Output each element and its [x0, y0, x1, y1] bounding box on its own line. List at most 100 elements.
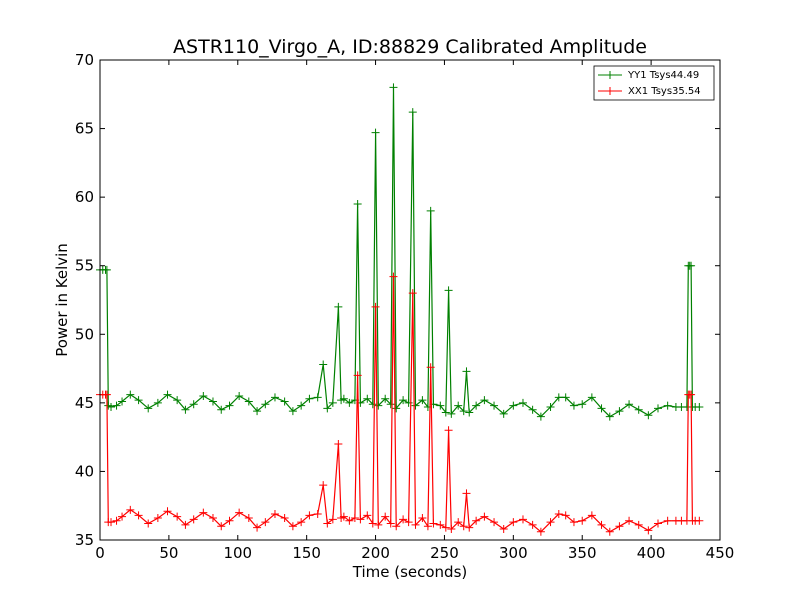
data-point: [695, 516, 704, 525]
data-point: [423, 522, 432, 531]
data-point: [199, 508, 208, 517]
data-point: [454, 401, 463, 410]
data-point: [426, 363, 435, 372]
data-point: [153, 398, 162, 407]
data-point: [270, 393, 279, 402]
data-point: [528, 405, 537, 414]
data-point: [353, 200, 362, 208]
data-point: [615, 407, 624, 416]
data-point: [371, 128, 380, 137]
data-point: [368, 519, 377, 528]
data-point: [654, 519, 662, 528]
data-point: [217, 522, 226, 531]
data-point: [404, 518, 413, 527]
data-point: [444, 426, 453, 435]
data-point: [654, 404, 662, 413]
plot-frame: [99, 59, 721, 541]
data-point: [426, 206, 435, 215]
x-tick-label: 350: [568, 544, 597, 562]
data-point: [328, 515, 337, 524]
data-point: [536, 527, 545, 536]
data-point: [217, 405, 226, 414]
data-point: [644, 526, 653, 535]
data-point: [605, 412, 614, 421]
data-point: [225, 516, 234, 525]
data-point: [569, 401, 578, 410]
data-point: [323, 404, 332, 413]
y-tick-label: 60: [75, 188, 94, 206]
data-point: [181, 405, 190, 414]
data-point: [587, 393, 596, 402]
series-layer: [96, 83, 704, 536]
data-point: [546, 518, 555, 527]
data-point: [408, 289, 417, 298]
y-axis-label: Power in Kelvin: [53, 243, 71, 357]
data-point: [490, 518, 499, 527]
y-tick-label: 35: [75, 531, 94, 549]
data-point: [134, 396, 143, 405]
data-point: [392, 522, 401, 531]
data-point: [465, 408, 474, 417]
series-markers-1: [96, 272, 704, 536]
data-point: [389, 83, 398, 92]
data-point: [447, 525, 456, 534]
data-point: [363, 394, 372, 403]
data-point: [112, 516, 121, 525]
legend-marker-xx1: [606, 87, 614, 95]
data-point: [418, 514, 427, 523]
x-tick-label: 200: [361, 544, 390, 562]
data-point: [297, 401, 306, 410]
data-point: [163, 390, 172, 399]
data-point: [399, 515, 408, 524]
data-point: [371, 302, 380, 311]
data-point: [363, 511, 372, 520]
data-point: [569, 518, 578, 527]
data-point: [253, 407, 262, 416]
data-point: [323, 519, 332, 528]
data-point: [687, 390, 696, 399]
data-point: [444, 286, 453, 295]
data-point: [687, 261, 696, 270]
data-point: [339, 394, 348, 403]
data-point: [225, 401, 234, 410]
y-tick-label: 50: [75, 325, 94, 343]
data-point: [625, 516, 634, 525]
legend-label-xx1: XX1 Tsys35.54: [628, 86, 701, 97]
data-point: [305, 394, 314, 403]
data-point: [261, 518, 270, 527]
x-tick-label: 0: [95, 544, 105, 562]
data-point: [644, 411, 653, 420]
x-tick-label: 450: [706, 544, 735, 562]
legend-marker-yy1: [606, 71, 614, 79]
data-point: [509, 401, 518, 410]
data-point: [695, 402, 704, 411]
y-tick-label: 55: [75, 257, 94, 275]
data-point: [436, 520, 445, 529]
data-point: [319, 360, 328, 369]
data-point: [356, 515, 365, 524]
data-point: [288, 522, 297, 531]
legend-label-yy1: YY1 Tsys44.49: [627, 70, 699, 81]
data-point: [441, 523, 450, 532]
data-point: [459, 407, 468, 416]
data-point: [244, 397, 253, 406]
data-point: [297, 518, 306, 527]
data-point: [561, 511, 570, 520]
legend: YY1 Tsys44.49 XX1 Tsys35.54: [593, 65, 715, 101]
data-point: [462, 489, 471, 498]
data-point: [480, 512, 489, 521]
data-point: [102, 390, 111, 399]
y-tick-label: 45: [75, 394, 94, 412]
data-point: [339, 512, 348, 521]
x-tick-label: 250: [430, 544, 459, 562]
data-point: [587, 511, 596, 520]
data-point: [578, 516, 587, 525]
data-point: [173, 512, 182, 521]
data-point: [374, 401, 383, 410]
data-point: [597, 404, 606, 413]
x-tick-label: 400: [637, 544, 666, 562]
data-point: [280, 514, 289, 523]
data-point: [518, 398, 527, 407]
data-point: [208, 397, 217, 406]
